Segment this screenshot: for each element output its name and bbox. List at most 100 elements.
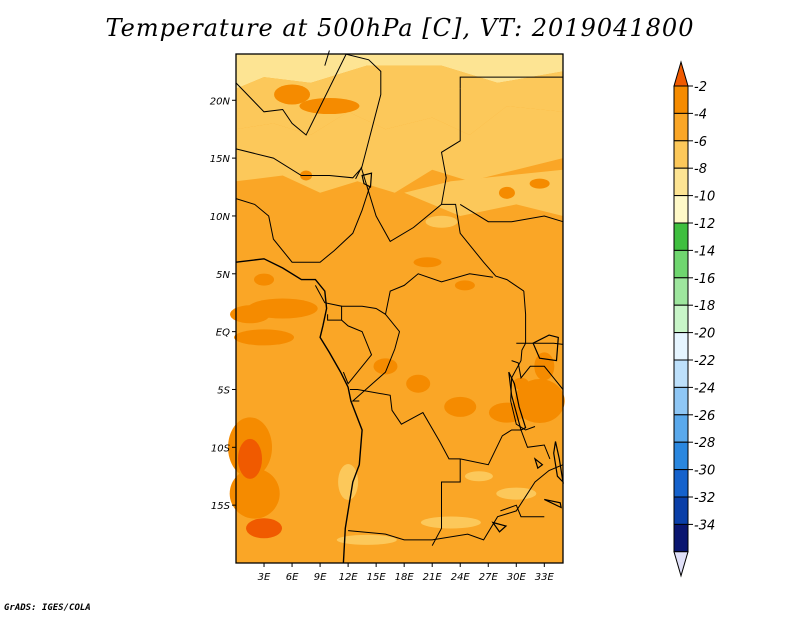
colorbar-swatch	[673, 167, 689, 197]
warm-patch-11	[488, 402, 525, 423]
colorbar-bottom-arrow	[673, 551, 689, 578]
colorbar-label: -32	[694, 491, 715, 506]
border-line-12	[351, 313, 401, 402]
colorbar-label: -2	[694, 80, 707, 95]
colorbar-label: -10	[694, 190, 715, 205]
colorbar-swatch	[673, 523, 689, 553]
colorbar-label: -4	[694, 107, 707, 122]
colorbar-label: -6	[694, 135, 707, 150]
colorbar-label: -8	[694, 162, 707, 177]
colorbar-swatch	[673, 386, 689, 416]
border-line-7	[459, 76, 563, 89]
border-line-16	[460, 429, 551, 466]
lake-malawi	[553, 441, 564, 484]
border-line-18	[516, 342, 564, 345]
warm-patch-7	[234, 329, 295, 346]
warm-patch-2	[299, 98, 360, 115]
contour-band-8-sahel	[236, 106, 563, 193]
cool-patch-2	[420, 516, 481, 529]
lake-bangweulu	[533, 457, 544, 470]
colorbar-label: -26	[694, 409, 715, 424]
colorbar-label: -14	[694, 244, 715, 259]
colorbar-swatch	[673, 332, 689, 361]
cool-patch-3	[464, 471, 493, 482]
warm-patch-17	[254, 273, 275, 286]
x-tick-label: 3E	[258, 572, 271, 583]
colorbar-label: -30	[694, 464, 715, 479]
border-line-6	[459, 203, 564, 223]
colorbar-top-arrow	[673, 60, 689, 87]
border-line-8	[510, 291, 536, 431]
colorbar-swatch	[673, 222, 689, 251]
y-tick-label: 20N	[210, 96, 231, 107]
colorbar-legend: -2 -4 -6 -8 -10 -12 -14 -16 -18 -20 -22 -24 -26 -28 -3…	[673, 60, 715, 578]
x-tick-label: 12E	[339, 572, 359, 583]
x-tick-label: 15E	[367, 572, 387, 583]
colorbar-swatch	[673, 359, 689, 388]
colorbar-swatch	[673, 249, 689, 279]
colorbar-swatch	[673, 195, 689, 224]
warm-patch-20	[454, 280, 475, 291]
warm-patch-1	[274, 84, 311, 105]
warm-patch-10	[514, 379, 565, 424]
hot-patch-2	[238, 438, 263, 479]
colorbar-label: -20	[694, 327, 715, 342]
border-line-19	[511, 360, 564, 390]
colorbar-label: -34	[694, 518, 715, 533]
colorbar-label: -16	[694, 272, 715, 287]
warm-patch-12	[444, 396, 477, 417]
colorbar-label: -22	[694, 354, 715, 369]
y-tick-label: EQ	[216, 328, 230, 339]
warm-patch-13	[373, 358, 398, 375]
cool-patch-4	[338, 464, 359, 501]
border-line-13	[350, 389, 461, 460]
lake-victoria	[532, 334, 559, 362]
border-line-17	[500, 504, 545, 518]
x-tick-label: 21E	[423, 572, 443, 583]
border-line-21	[235, 53, 347, 136]
cool-patch-1	[336, 534, 397, 545]
x-tick-label: 27E	[479, 572, 499, 583]
x-tick-label: 6E	[286, 572, 299, 583]
colorbar-swatch	[673, 441, 689, 471]
warm-patch-14	[406, 374, 431, 393]
x-tick-label: 24E	[451, 572, 471, 583]
colorbar-label: -28	[694, 436, 715, 451]
colorbar-swatch	[673, 112, 689, 142]
y-tick-label: 15N	[210, 154, 231, 165]
colorbar-swatch	[673, 85, 689, 114]
lake-tanganyika	[508, 371, 527, 431]
hot-patch-1	[246, 518, 283, 539]
colorbar-label: -18	[694, 299, 715, 314]
border-line-9	[314, 285, 343, 321]
border-line-1	[235, 148, 363, 179]
x-tick-label: 18E	[395, 572, 415, 583]
colorbar-label: -12	[694, 217, 715, 232]
warm-patch-15	[512, 377, 529, 390]
colorbar-swatch	[673, 414, 689, 443]
map-frame	[235, 53, 564, 564]
y-tick-label: 10N	[210, 212, 231, 223]
warm-patch-3	[498, 186, 515, 199]
border-line-11	[341, 319, 373, 385]
colorbar-swatch	[673, 496, 689, 525]
border-line-4	[360, 167, 525, 292]
grads-credit: GrADS: IGES/COLA	[4, 603, 91, 613]
y-tick-label: 15S	[211, 501, 231, 512]
colorbar-swatch	[673, 469, 689, 498]
border-line-10	[341, 273, 493, 316]
warm-patch-4	[529, 178, 550, 189]
colorbar-swatch	[673, 277, 689, 306]
colorbar-label: -24	[694, 381, 715, 396]
chart-title: Temperature at 500hPa [C], VT: 201904180…	[105, 14, 695, 42]
cool-patch-6	[425, 215, 458, 228]
axes: 3E 6E 9E 12E 15E 18E 21E 24E 27E 30E 33E 20N 15N 10N 5…	[210, 96, 555, 583]
contour-band-10	[236, 54, 563, 89]
border-line-5	[440, 88, 461, 205]
lake-cahora	[544, 498, 562, 509]
contour-band-8-north	[236, 65, 563, 135]
colorbar-swatch	[673, 140, 689, 169]
x-tick-label: 30E	[507, 572, 527, 583]
warm-patch-9	[229, 468, 280, 519]
